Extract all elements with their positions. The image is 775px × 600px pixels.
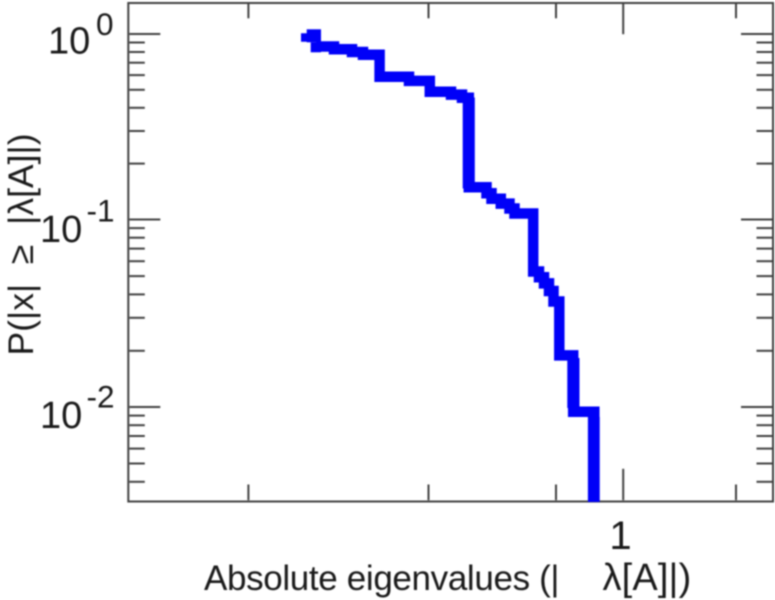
svg-text:10: 10: [40, 209, 82, 251]
svg-text:Absolute eigenvalues (|: Absolute eigenvalues (|: [204, 559, 559, 598]
svg-text:10: 10: [48, 21, 90, 63]
svg-text:-2: -2: [87, 379, 115, 415]
svg-text:-1: -1: [87, 193, 115, 229]
svg-text:P(|x| ≥ |λ[A]|): P(|x| ≥ |λ[A]|): [1, 133, 41, 355]
svg-text:10: 10: [40, 395, 82, 437]
svg-text:0: 0: [96, 6, 114, 42]
svg-text:1: 1: [609, 514, 631, 558]
svg-text:λ[A]|): λ[A]|): [603, 557, 692, 599]
